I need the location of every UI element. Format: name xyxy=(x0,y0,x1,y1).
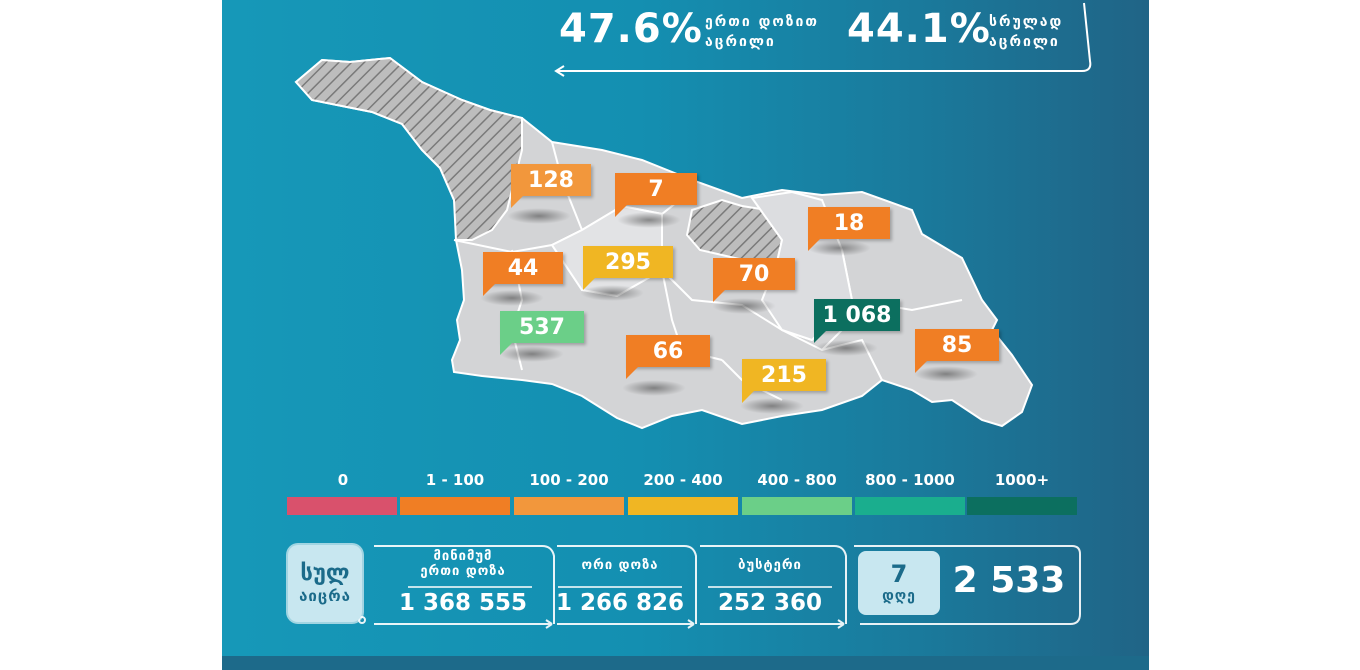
tag-shadow xyxy=(617,212,681,228)
full-dose-label-line2: აცრილი xyxy=(989,34,1060,50)
region-tag-value: 1 068 xyxy=(822,302,892,328)
full-dose-label-line1: სრულად xyxy=(989,14,1064,30)
legend-swatch-1-100 xyxy=(400,497,510,515)
full-dose-percent: 44.1% xyxy=(847,6,991,52)
tag-shadow xyxy=(712,298,776,314)
region-tag-44: 44 xyxy=(483,252,563,296)
single-dose-label-line2: აცრილი xyxy=(705,34,776,50)
tag-shadow xyxy=(480,290,544,306)
days-label: დღე xyxy=(882,588,916,604)
legend-swatch-400-800 xyxy=(742,497,852,515)
legend-swatch-1000-plus xyxy=(967,497,1077,515)
total-label-line2: აიცრა xyxy=(299,586,351,605)
region-tag-1068: 1 068 xyxy=(814,299,900,343)
region-tag-128: 128 xyxy=(511,164,591,208)
region-tag-215: 215 xyxy=(742,359,826,403)
tag-shadow xyxy=(740,398,804,414)
region-tag-value: 7 xyxy=(648,176,664,202)
legend-label-400-800: 400 - 800 xyxy=(757,471,837,489)
region-tag-70: 70 xyxy=(713,258,795,302)
region-tag-value: 128 xyxy=(528,167,574,193)
georgia-map xyxy=(294,56,1034,430)
min-one-dose-value: 1 368 555 xyxy=(398,590,528,616)
min-one-dose-label-line1: მინიმუმ xyxy=(433,549,493,564)
total-vaccinated-box: სულ აიცრა xyxy=(288,545,362,622)
tag-shadow xyxy=(814,340,878,356)
single-dose-label-line1: ერთი დოზით xyxy=(705,14,819,30)
legend-label-200-400: 200 - 400 xyxy=(643,471,723,489)
region-tag-537: 537 xyxy=(500,311,584,355)
legend-swatch-100-200 xyxy=(514,497,624,515)
single-dose-percent: 47.6% xyxy=(559,6,703,52)
header-bracket-line xyxy=(554,2,1092,77)
region-tag-value: 295 xyxy=(605,249,651,275)
min-one-dose-label-line2: ერთი დოზა xyxy=(420,564,506,579)
region-tag-value: 18 xyxy=(833,210,865,236)
region-tag-value: 537 xyxy=(519,314,565,340)
booster-value: 252 360 xyxy=(717,590,823,616)
region-tag-295: 295 xyxy=(583,246,673,290)
legend-swatch-200-400 xyxy=(628,497,738,515)
days-number: 7 xyxy=(890,560,908,588)
region-tag-value: 44 xyxy=(507,255,539,281)
map-hatched-north-west xyxy=(294,56,523,241)
totals-connector-lines xyxy=(358,545,1081,629)
tag-shadow xyxy=(500,346,564,362)
bottom-strip xyxy=(222,656,1149,670)
days-box: 7 დღე xyxy=(858,551,940,615)
region-tag-66: 66 xyxy=(626,335,710,379)
two-dose-value: 1 266 826 xyxy=(555,590,685,616)
tag-shadow xyxy=(807,240,871,256)
booster-label: ბუსტერი xyxy=(738,558,802,573)
legend-swatch-800-1000 xyxy=(855,497,965,515)
region-tag-value: 85 xyxy=(941,332,973,358)
tag-shadow xyxy=(622,380,686,396)
region-tag-value: 215 xyxy=(761,362,807,388)
region-tag-85: 85 xyxy=(915,329,999,373)
infographic-panel: 47.6% ერთი დოზით აცრილი 44.1% სრულად აცრ… xyxy=(222,0,1149,670)
legend-label-800-1000: 800 - 1000 xyxy=(865,471,955,489)
tag-shadow xyxy=(580,285,644,301)
days-value: 2 533 xyxy=(952,560,1066,601)
legend-swatch-0 xyxy=(287,497,397,515)
legend-label-100-200: 100 - 200 xyxy=(529,471,609,489)
region-tag-18: 18 xyxy=(808,207,890,251)
tag-shadow xyxy=(507,208,571,224)
region-tag-value: 70 xyxy=(738,261,770,287)
total-label-line1: სულ xyxy=(300,560,350,586)
legend-label-1000-plus: 1000+ xyxy=(994,471,1050,489)
legend-label-1-100: 1 - 100 xyxy=(425,471,485,489)
tag-shadow xyxy=(914,366,978,382)
region-tag-value: 66 xyxy=(652,338,684,364)
legend-label-0: 0 xyxy=(337,471,349,489)
region-tag-7: 7 xyxy=(615,173,697,217)
two-dose-label: ორი დოზა xyxy=(581,558,659,573)
